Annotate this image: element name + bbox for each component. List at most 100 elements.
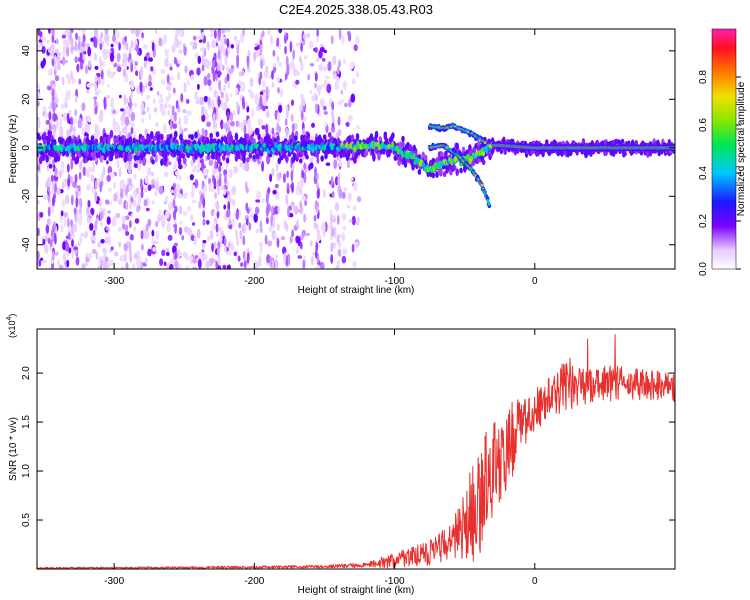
heatmap-cell — [40, 41, 44, 47]
heatmap-cell — [45, 224, 50, 234]
heatmap-cell — [295, 79, 300, 85]
heatmap-cell — [295, 70, 300, 77]
heatmap-cell — [325, 162, 331, 167]
heatmap-cell — [331, 101, 335, 111]
heatmap-cell — [141, 32, 145, 39]
heatmap-cell — [66, 163, 70, 173]
heatmap-cell — [226, 194, 232, 204]
heatmap-cell — [87, 199, 91, 208]
heatmap-cell — [56, 52, 61, 57]
heatmap-cell — [144, 187, 147, 193]
heatmap-cell — [70, 234, 76, 240]
heatmap-cell — [216, 210, 220, 219]
heatmap-cell — [128, 52, 132, 60]
heatmap-cell — [62, 112, 68, 122]
heatmap-cell — [272, 49, 276, 57]
heatmap-cell — [269, 173, 273, 183]
heatmap-cell — [173, 56, 177, 65]
heatmap-cell — [287, 205, 290, 218]
heatmap-cell — [208, 86, 213, 92]
heatmap-cell — [70, 46, 74, 54]
heatmap-cell — [201, 105, 205, 116]
heatmap-cell — [108, 187, 112, 192]
heatmap-cell — [68, 109, 72, 115]
heatmap-cell — [177, 49, 183, 55]
heatmap-cell — [242, 250, 246, 260]
heatmap-cell — [323, 105, 327, 111]
heatmap-cell — [229, 93, 233, 98]
heatmap-cell — [307, 73, 311, 81]
heatmap-cell — [222, 102, 228, 111]
heatmap-cell — [179, 125, 182, 135]
heatmap-cell — [228, 146, 232, 153]
heatmap-cell — [218, 165, 222, 173]
heatmap-cell — [116, 66, 122, 73]
heatmap-cell — [350, 177, 354, 181]
heatmap-cell — [304, 199, 307, 207]
heatmap-cell — [215, 107, 219, 118]
snr-x-tick-label: -100 — [385, 576, 405, 587]
heatmap-cell — [331, 190, 335, 199]
heatmap-cell — [68, 247, 72, 254]
heatmap-cell — [348, 115, 353, 122]
heatmap-cell — [186, 152, 191, 159]
heatmap-cell — [214, 192, 217, 199]
heatmap-cell — [98, 115, 104, 123]
heatmap-cell — [118, 42, 121, 51]
heatmap-cell — [94, 105, 98, 115]
heatmap-cell — [355, 133, 360, 140]
heatmap-cell — [82, 166, 86, 177]
heatmap-cell — [346, 205, 351, 209]
heatmap-cell — [81, 102, 86, 112]
heatmap-cell — [119, 179, 125, 190]
heatmap-cell — [50, 174, 54, 183]
heatmap-cell — [202, 239, 207, 244]
colorbar-tick-label: 0.8 — [698, 70, 709, 84]
colorbar-tick-label: 0.2 — [698, 214, 709, 228]
heatmap-cell — [90, 37, 94, 42]
heatmap-cell — [243, 259, 247, 269]
heatmap-cell — [224, 245, 227, 253]
snr-x-label: Height of straight line (km) — [298, 585, 415, 596]
snr-y-multiplier: (x104) — [6, 314, 17, 338]
heatmap-cell — [276, 122, 280, 132]
heatmap-cell — [275, 254, 279, 259]
heatmap-cell — [195, 99, 200, 105]
heatmap-cell — [149, 87, 153, 91]
heatmap-cell — [94, 74, 98, 83]
heatmap-cell — [97, 151, 101, 159]
heatmap-cell — [306, 132, 311, 140]
heatmap-cell — [70, 194, 74, 206]
heatmap-cell — [66, 92, 71, 96]
heatmap-cell — [224, 173, 227, 185]
heatmap-cell — [55, 38, 59, 45]
heatmap-cell — [249, 250, 253, 256]
heatmap-cell — [302, 33, 306, 40]
heatmap-cell — [259, 245, 263, 255]
heatmap-cell — [266, 217, 269, 225]
heatmap-cell — [242, 235, 246, 246]
heatmap-cell — [90, 174, 94, 182]
heatmap-cell — [74, 40, 78, 52]
heatmap-cell — [117, 198, 123, 206]
heatmap-cell — [143, 199, 148, 207]
heatmap-cell — [78, 171, 82, 180]
heatmap-cell — [174, 222, 178, 234]
heatmap-cell — [306, 32, 311, 39]
heatmap-cell — [134, 218, 140, 224]
heatmap-cell — [225, 122, 228, 133]
heatmap-cell — [343, 186, 348, 192]
heatmap-cell — [220, 91, 224, 99]
heatmap-cell — [146, 52, 150, 57]
heatmap-cell — [104, 33, 108, 43]
heatmap-cell — [261, 125, 266, 130]
heatmap-cell — [481, 159, 486, 166]
heatmap-cell — [84, 122, 90, 133]
heatmap-cell — [125, 42, 129, 51]
heatmap-cell — [197, 35, 201, 41]
heatmap-cell — [81, 29, 86, 35]
heatmap-cell — [230, 44, 235, 49]
heatmap-cell — [341, 232, 346, 242]
heatmap-cell — [75, 32, 78, 41]
heatmap-cell — [229, 135, 234, 144]
